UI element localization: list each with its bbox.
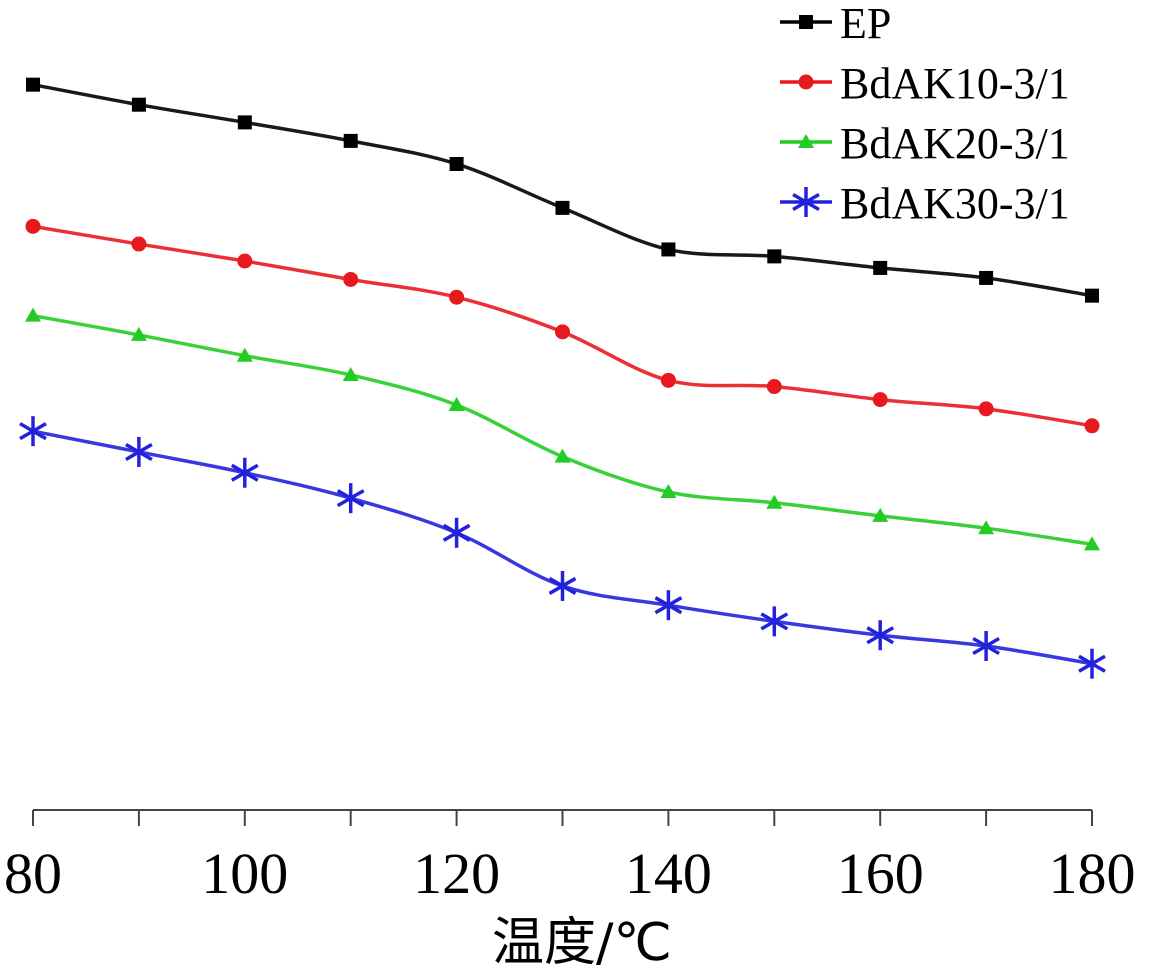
data-point: [448, 396, 465, 411]
data-point: [130, 326, 147, 341]
x-tick-label: 140: [625, 841, 712, 906]
series-bdak20-3-1: [25, 307, 1100, 551]
data-point: [554, 448, 571, 463]
legend-item-ep: EP: [780, 0, 891, 48]
data-point: [25, 307, 41, 322]
legend-label: BdAK10-3/1: [840, 59, 1070, 108]
legend-item-bdak20-3-1: BdAK20-3/1: [780, 119, 1070, 168]
series-line-bdak20-3-1: [32, 313, 1093, 547]
data-point: [660, 484, 677, 498]
data-point: [1078, 648, 1106, 679]
legend-item-bdak10-3-1: BdAK10-3/1: [780, 59, 1070, 108]
data-point: [19, 416, 47, 447]
data-point: [237, 253, 253, 269]
data-point: [873, 260, 888, 275]
x-tick-label: 100: [201, 841, 288, 906]
data-point: [343, 271, 359, 287]
legend-marker: [798, 74, 814, 90]
data-point: [660, 372, 676, 388]
data-point: [979, 270, 994, 285]
data-point: [872, 392, 888, 408]
data-point: [978, 401, 994, 417]
legend: EP BdAK10-3/1 BdAK20-3/1 BdAK30-3/1: [780, 0, 1070, 228]
legend-marker: [792, 187, 820, 217]
legend-item-bdak30-3-1: BdAK30-3/1: [780, 179, 1070, 228]
data-point: [555, 324, 570, 340]
data-point: [449, 289, 465, 305]
data-point: [125, 436, 153, 467]
x-axis-title: 温度/℃: [492, 913, 672, 973]
x-tick-label: 80: [4, 841, 62, 906]
data-point: [978, 520, 995, 535]
data-point: [548, 570, 577, 601]
series-ep: [26, 77, 1099, 303]
series-bdak30-3-1: [19, 416, 1106, 679]
data-point: [25, 218, 41, 234]
data-point: [866, 620, 895, 651]
x-axis: 80 100 120 140 160 180: [4, 809, 1136, 906]
x-tick-label: 120: [413, 841, 500, 906]
data-point: [131, 236, 147, 252]
data-point: [661, 242, 676, 257]
legend-label: EP: [840, 0, 891, 48]
data-point: [1084, 536, 1100, 551]
data-point: [972, 631, 1000, 661]
legend-label: BdAK30-3/1: [840, 179, 1070, 228]
data-point: [449, 156, 464, 171]
x-tick-label: 180: [1049, 841, 1136, 906]
data-point: [767, 249, 782, 264]
data-point: [131, 97, 146, 112]
data-point: [654, 590, 683, 621]
legend-marker: [799, 15, 813, 29]
data-point: [342, 366, 359, 381]
data-point: [760, 606, 789, 637]
x-tick-label: 160: [837, 841, 924, 906]
series-bdak10-3-1: [25, 218, 1100, 434]
data-point: [230, 457, 259, 488]
legend-label: BdAK20-3/1: [840, 119, 1070, 168]
series-group: [19, 77, 1106, 679]
data-point: [555, 200, 570, 215]
data-point: [872, 507, 889, 522]
data-point: [236, 347, 253, 362]
data-point: [1085, 288, 1099, 303]
data-point: [237, 115, 252, 130]
data-point: [26, 77, 40, 92]
data-point: [336, 483, 365, 514]
data-point: [442, 517, 471, 548]
data-point: [766, 379, 782, 395]
data-point: [343, 133, 358, 148]
data-point: [1084, 418, 1100, 434]
data-point: [766, 494, 783, 509]
legend-marker: [798, 134, 814, 148]
series-line-bdak30-3-1: [32, 429, 1093, 666]
